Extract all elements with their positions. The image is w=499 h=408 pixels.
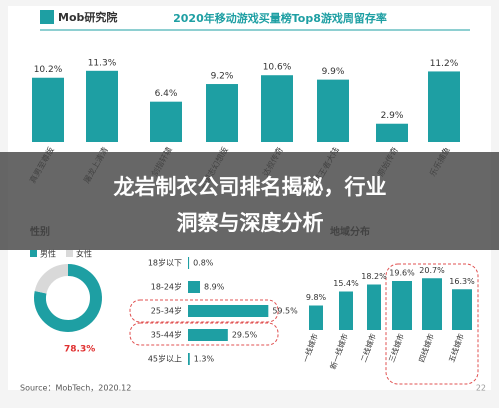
logo: Mob研究院	[58, 10, 117, 24]
bar	[32, 77, 64, 142]
value-label: 20.7%	[419, 266, 445, 275]
value-label: 59.5%	[272, 307, 298, 316]
bar	[150, 101, 182, 142]
value-label: 18.2%	[361, 272, 387, 281]
bar	[309, 305, 323, 330]
bar	[188, 305, 269, 317]
y-tick-label: 45岁以上	[148, 354, 182, 364]
donut-slice	[34, 264, 69, 294]
page-number: 22	[476, 384, 486, 393]
value-label: 6.4%	[155, 89, 178, 99]
donut-slice	[34, 264, 102, 332]
legend-label: 男性	[40, 249, 56, 259]
value-label: 11.2%	[430, 59, 459, 69]
legend-label: 女性	[76, 249, 92, 259]
value-label: 8.9%	[204, 283, 225, 292]
bar	[392, 281, 412, 330]
bar	[261, 75, 293, 142]
bar	[376, 123, 408, 142]
value-label: 10.2%	[34, 65, 63, 75]
highlight	[129, 322, 279, 346]
value-label: 10.6%	[263, 63, 292, 73]
value-label: 0.8%	[193, 259, 214, 268]
value-label: 1.3%	[194, 355, 215, 364]
legend-swatch	[66, 250, 73, 257]
legend-swatch	[30, 250, 37, 257]
y-tick-label: 35-44岁	[151, 330, 182, 340]
bar	[367, 284, 381, 330]
y-tick-label: 18岁以下	[148, 258, 182, 268]
bar	[339, 291, 353, 330]
value-label: 78.3%	[64, 345, 95, 355]
value-label: 9.2%	[211, 72, 234, 82]
bar	[428, 71, 460, 142]
value-label: 2.9%	[381, 111, 404, 121]
bar	[422, 278, 442, 330]
value-label: 9.9%	[322, 67, 345, 77]
value-label: 11.3%	[88, 58, 117, 68]
bar	[188, 257, 190, 269]
footer: Source：MobTech，2020.12	[20, 384, 131, 393]
overlay-title: 龙岩制衣公司排名揭秘，行业	[114, 175, 387, 199]
value-label: 19.6%	[389, 269, 415, 278]
chart-title: 2020年移动游戏买量榜Top8游戏周留存率	[173, 11, 387, 25]
bar	[188, 329, 228, 341]
value-label: 15.4%	[333, 279, 359, 288]
bar	[317, 79, 349, 142]
bar	[86, 70, 118, 142]
bar	[206, 84, 238, 142]
logo-icon	[40, 10, 54, 24]
highlight	[129, 299, 279, 323]
y-tick-label: 18-24岁	[151, 282, 182, 292]
bar	[452, 289, 472, 330]
overlay-title: 洞察与深度分析	[177, 211, 324, 235]
bar	[188, 281, 201, 293]
value-label: 9.8%	[306, 293, 327, 302]
highlight	[385, 263, 479, 385]
bar	[188, 353, 190, 365]
overlay-band	[0, 152, 499, 250]
y-tick-label: 25-34岁	[151, 306, 182, 316]
value-label: 16.3%	[449, 277, 475, 286]
value-label: 29.5%	[232, 331, 258, 340]
